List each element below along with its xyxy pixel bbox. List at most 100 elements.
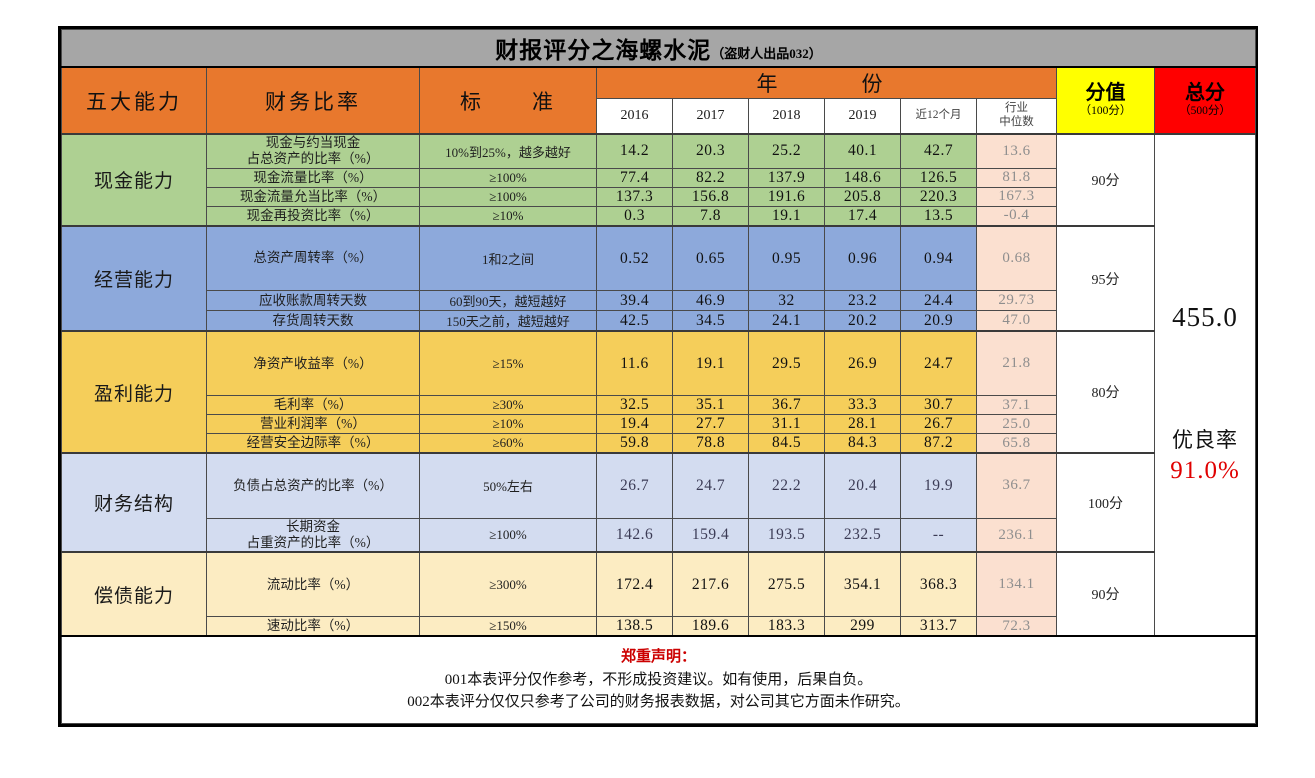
- ratio-label: 流动比率（%）: [206, 551, 420, 618]
- scorecard-sheet: 财报评分之海螺水泥（盗财人出品032） 五大能力 财务比率标 准年 份分值 （100分…: [58, 26, 1258, 727]
- table-row: 营业利润率（%） ≥10% 19.4 27.7 31.1 28.1 26.7 25.0: [62, 414, 1256, 434]
- value-cell: 24.1: [748, 310, 825, 332]
- value-cell: 313.7: [900, 616, 977, 637]
- value-cell: 0.52: [596, 224, 673, 292]
- header-year-2017: 2017: [672, 98, 749, 135]
- value-cell: 82.2: [672, 167, 749, 188]
- value-cell: 26.7: [900, 414, 977, 434]
- header-years-group: 年 份: [596, 66, 1057, 99]
- total-score-value: 455.0: [1172, 302, 1238, 333]
- excellence-rate: 优良率 91.0%: [1156, 427, 1255, 486]
- standard-value: ≥150%: [419, 616, 597, 637]
- ratio-label: 营业利润率（%）: [206, 414, 420, 434]
- excellence-rate-label: 优良率: [1172, 428, 1239, 453]
- value-cell: 138.5: [596, 616, 673, 637]
- header-total: 总分 （500分）: [1153, 66, 1257, 135]
- value-cell: 0.96: [824, 224, 901, 292]
- value-cell: 33.3: [824, 395, 901, 415]
- table-row: 现金能力 现金与约当现金 占总资产的比率（%） 10%到25%，越多越好 14.2 20.…: [61, 132, 1257, 637]
- median-cell: 47.0: [976, 310, 1057, 332]
- median-cell: 167.3: [976, 186, 1057, 207]
- value-cell: 0.3: [596, 205, 673, 227]
- header-year-2018: 2018: [748, 98, 825, 135]
- standard-value: ≥100%: [419, 167, 597, 188]
- sheet-title: 财报评分之海螺水泥（盗财人出品032）: [60, 29, 1257, 68]
- value-cell: 354.1: [824, 551, 901, 618]
- header-category: 五大能力: [61, 66, 207, 135]
- value-cell: 193.5: [748, 517, 825, 553]
- standard-value: ≥100%: [419, 517, 597, 553]
- value-cell: 19.9: [900, 451, 977, 519]
- ratio-label: 负债占总资产的比率（%）: [206, 451, 420, 519]
- standard-value: 60到90天，越短越好: [419, 290, 597, 312]
- standard-value: 150天之前，越短越好: [419, 310, 597, 332]
- table-row: 财务结构 负债占总资产的比率（%） 50%左右 26.7 24.7 22.2 20.4 19.…: [61, 451, 1256, 553]
- section-score: 95分: [1056, 224, 1155, 332]
- value-cell: 159.4: [672, 517, 749, 553]
- median-cell: 236.1: [976, 517, 1057, 553]
- value-cell: 217.6: [672, 551, 749, 618]
- value-cell: 0.95: [748, 224, 825, 292]
- value-cell: 35.1: [672, 395, 749, 415]
- value-cell: 137.3: [596, 186, 673, 207]
- value-cell: 29.5: [748, 330, 825, 397]
- standard-value: 1和2之间: [419, 224, 597, 292]
- title-sub-text: （盗财人出品032）: [711, 46, 822, 61]
- header-year-2019: 2019: [824, 98, 901, 135]
- table-row: 现金流量允当比率（%） ≥100% 137.3 156.8 191.6 205.8 220.…: [62, 186, 1256, 207]
- value-cell: 30.7: [900, 395, 977, 415]
- value-cell: 24.7: [900, 330, 977, 397]
- median-cell: 29.73: [976, 290, 1057, 312]
- total-score-cell: 455.0 优良率 91.0%: [1153, 133, 1257, 637]
- value-cell: 42.5: [596, 310, 673, 332]
- value-cell: 28.1: [824, 414, 901, 434]
- header-ratio: 财务比率: [206, 66, 420, 135]
- value-cell: 137.9: [748, 167, 825, 188]
- value-cell: 25.2: [748, 132, 825, 169]
- value-cell: 40.1: [824, 132, 901, 169]
- ratio-label: 速动比率（%）: [206, 616, 420, 637]
- standard-value: ≥60%: [419, 433, 597, 454]
- category-现金能力: 现金能力: [61, 133, 207, 227]
- ratio-label: 现金流量允当比率（%）: [206, 186, 420, 207]
- ratio-label: 总资产周转率（%）: [206, 224, 420, 292]
- median-cell: 13.6: [976, 132, 1057, 169]
- table-row: 毛利率（%） ≥30% 32.5 35.1 36.7 33.3 30.7 37.1: [62, 395, 1256, 415]
- value-cell: 189.6: [672, 616, 749, 637]
- standard-value: ≥10%: [419, 414, 597, 434]
- ratio-label: 现金再投资比率（%）: [206, 205, 420, 227]
- value-cell: 0.94: [900, 224, 977, 292]
- value-cell: 220.3: [900, 186, 977, 207]
- value-cell: 78.8: [672, 433, 749, 454]
- value-cell: 156.8: [672, 186, 749, 207]
- ratio-label: 净资产收益率（%）: [206, 330, 420, 397]
- median-cell: 81.8: [976, 167, 1057, 188]
- value-cell: 42.7: [900, 132, 977, 169]
- standard-value: 10%到25%，越多越好: [419, 132, 597, 169]
- header-recent-12m: 近12个月: [900, 98, 977, 135]
- value-cell: 31.1: [748, 414, 825, 434]
- disclaimer: 郑重声明： 001本表评分仅作参考，不形成投资建议。如有使用，后果自负。 002本表…: [60, 635, 1257, 724]
- value-cell: 299: [824, 616, 901, 637]
- value-cell: 84.3: [824, 433, 901, 454]
- ratio-label: 现金流量比率（%）: [206, 167, 420, 188]
- median-cell: 37.1: [976, 395, 1057, 415]
- header-score: 分值 （100分）: [1056, 66, 1155, 135]
- title-main-text: 财报评分之海螺水泥: [495, 38, 712, 63]
- standard-value: ≥10%: [419, 205, 597, 227]
- value-cell: 39.4: [596, 290, 673, 312]
- value-cell: 275.5: [748, 551, 825, 618]
- value-cell: 232.5: [824, 517, 901, 553]
- median-cell: 36.7: [976, 451, 1057, 519]
- value-cell: 142.6: [596, 517, 673, 553]
- value-cell: 11.6: [596, 330, 673, 397]
- value-cell: 32: [748, 290, 825, 312]
- value-cell: 22.2: [748, 451, 825, 519]
- disclaimer-line-1: 001本表评分仅作参考，不形成投资建议。如有使用，后果自负。: [444, 671, 873, 688]
- standard-value: ≥15%: [419, 330, 597, 397]
- value-cell: 46.9: [672, 290, 749, 312]
- section-score: 90分: [1056, 551, 1155, 637]
- header-standard: 标 准: [419, 66, 597, 135]
- value-cell: 32.5: [596, 395, 673, 415]
- value-cell: 84.5: [748, 433, 825, 454]
